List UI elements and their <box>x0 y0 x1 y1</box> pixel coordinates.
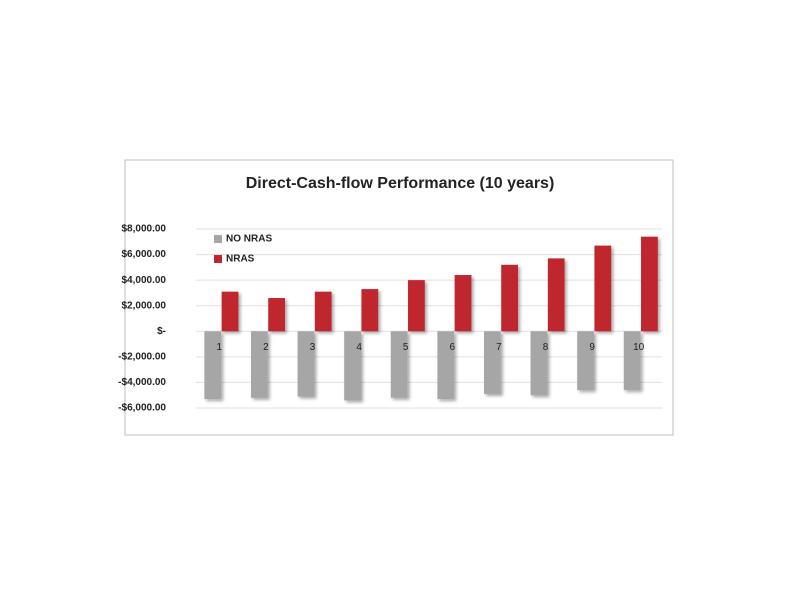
y-tick-label: $8,000.00 <box>122 224 167 235</box>
bar <box>530 331 548 396</box>
x-tick-label: 4 <box>356 342 362 353</box>
x-tick-label: 8 <box>543 342 549 353</box>
legend-swatch <box>214 235 222 243</box>
bar <box>390 331 408 398</box>
x-tick-label: 6 <box>450 342 456 353</box>
bar <box>204 331 222 400</box>
bar <box>408 280 425 332</box>
bar <box>361 289 379 332</box>
legend-label: NO NRAS <box>226 234 272 245</box>
legend-label: NRAS <box>226 254 255 265</box>
bar <box>344 331 361 401</box>
x-tick-label: 3 <box>310 342 316 353</box>
bar <box>594 245 612 332</box>
bar <box>577 331 594 391</box>
x-tick-label: 10 <box>633 342 645 353</box>
bar <box>483 331 501 394</box>
bar <box>297 331 315 397</box>
x-tick-label: 2 <box>263 342 269 353</box>
y-tick-label: -$4,000.00 <box>118 377 166 388</box>
y-tick-label: $6,000.00 <box>122 249 167 260</box>
y-tick-label: -$6,000.00 <box>118 403 166 414</box>
bar <box>250 331 268 398</box>
bar <box>501 264 519 332</box>
bar <box>641 236 658 332</box>
x-tick-label: 7 <box>496 342 502 353</box>
bar <box>623 331 641 391</box>
chart-title: Direct-Cash-flow Performance (10 years) <box>246 175 555 192</box>
x-tick-label: 1 <box>217 342 223 353</box>
bar <box>221 291 239 332</box>
x-tick-label: 9 <box>589 342 595 353</box>
bar <box>437 331 455 400</box>
bar <box>547 258 565 332</box>
y-tick-label: $- <box>157 326 166 337</box>
y-tick-label: $4,000.00 <box>122 275 167 286</box>
bar <box>268 298 286 332</box>
bar <box>314 291 332 332</box>
y-tick-label: -$2,000.00 <box>118 351 166 362</box>
y-tick-label: $2,000.00 <box>122 300 167 311</box>
bar <box>454 275 472 332</box>
legend-swatch <box>214 255 222 263</box>
x-tick-label: 5 <box>403 342 409 353</box>
